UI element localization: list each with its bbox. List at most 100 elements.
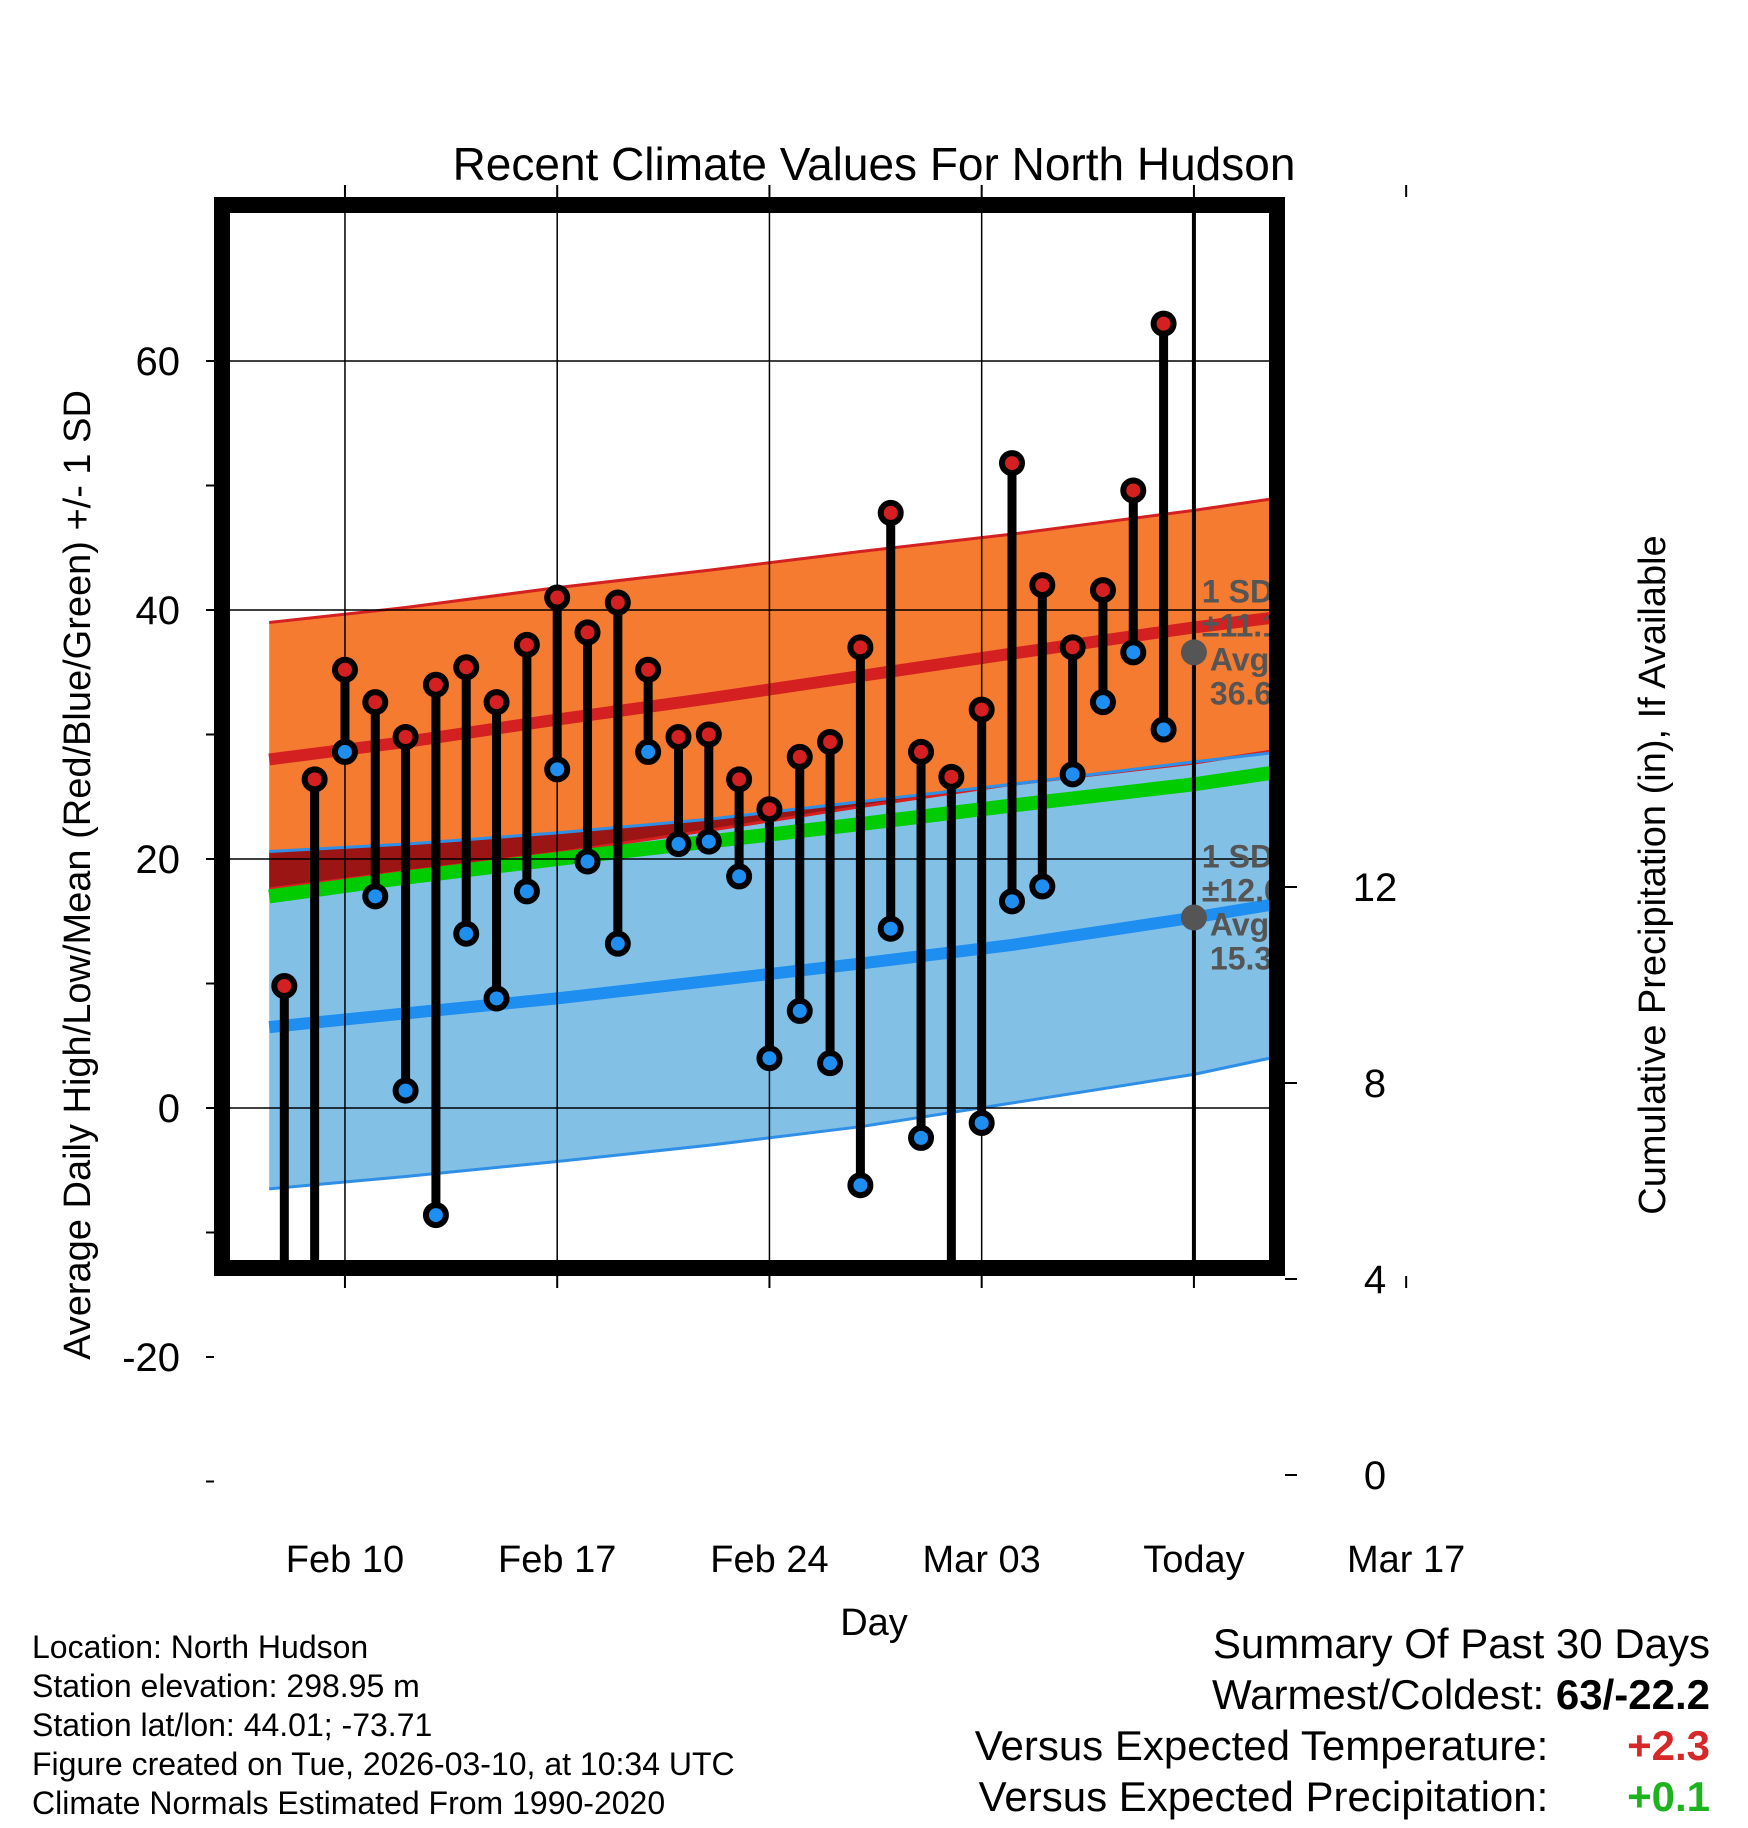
y2-axis-label: Cumulative Precipitation (in), If Availa… [1632,535,1674,1214]
x-tick-label: Feb 17 [498,1539,616,1581]
low-avg-label: Avg: [1210,907,1280,943]
precipitation-anomaly-label: Versus Expected Precipitation: [978,1773,1549,1820]
precipitation-area [287,1342,1482,1475]
latlon-text: Station lat/lon: 44.01; -73.71 [32,1707,433,1743]
observed-low-point [941,1287,961,1307]
observed-low-point [274,1369,294,1389]
observed-low-point [604,930,631,957]
temperature-anomaly-label: Versus Expected Temperature: [974,1722,1549,1769]
observed-low-point [1089,689,1116,716]
x-tick-label: Mar 17 [1347,1539,1465,1581]
observed-high-point [483,689,510,716]
observed-low-point [453,920,480,947]
plot-frame [214,197,1285,1276]
observed-high-point [665,723,692,750]
warmest-coldest-label: Warmest/Coldest: [1212,1671,1545,1718]
y2-tick-label: 8 [1364,1062,1386,1106]
y-tick-label: 0 [158,1087,180,1131]
observed-low-point [331,738,358,765]
created-text: Figure created on Tue, 2026-03-10, at 10… [32,1746,735,1782]
warmest-coldest-value: 63/-22.2 [1555,1671,1710,1718]
observed-high-point [301,766,328,793]
summary-warmest-coldest: Warmest/Coldest: 63/-22.2 [975,1669,1710,1720]
observed-high-point [513,631,540,658]
today-days-label: Days [1206,1433,1287,1471]
observed-low-point [665,831,692,858]
observed-high-point [604,589,631,616]
station-info: Location: North Hudson Station elevation… [32,1628,735,1823]
precipitation-anomaly-value: +0.1 [1627,1773,1710,1820]
observed-low-point [574,848,601,875]
today-days-label: 30 [1206,1393,1244,1431]
observed-low-point [847,1172,874,1199]
observed-high-point [847,634,874,661]
observed-high-point [968,696,995,723]
x-axis-label: Day [840,1602,908,1644]
observed-low-point [1120,639,1147,666]
low-avg-value: 15.3°F [1210,941,1305,977]
observed-low-point [483,985,510,1012]
normals-text: Climate Normals Estimated From 1990-2020 [32,1785,666,1821]
observed-high-point [392,723,419,750]
y-tick-label: 40 [136,589,181,633]
high-sd-label: 1 SD: [1202,573,1284,609]
observed-high-point [1059,634,1086,661]
summary-precipitation: Versus Expected Precipitation: +0.1 [975,1771,1710,1822]
observed-high-point [1029,572,1056,599]
observed-high-point [817,728,844,755]
y2-tick-label: 12 [1353,866,1398,910]
observed-low-point [877,915,904,942]
high-avg-marker [1180,639,1207,666]
observed-high-point [574,619,601,646]
observed-low-point [362,883,389,910]
observed-low-point [1059,761,1086,788]
high-avg-label: Avg: [1210,641,1280,677]
summary-panel: Summary Of Past 30 Days Warmest/Coldest:… [975,1618,1710,1822]
y2-tick-label: 4 [1364,1258,1386,1302]
observed-low-point [756,1045,783,1072]
observed-high-point [1120,477,1147,504]
summary-temperature: Versus Expected Temperature: +2.3 [975,1720,1710,1771]
observed-low-point [635,738,662,765]
observed-high-point [544,584,571,611]
x-tick-label: Feb 10 [286,1539,404,1581]
observed-high-point [271,972,298,999]
observed-high-point [726,766,753,793]
temperature-anomaly-value: +2.3 [1627,1722,1710,1769]
observed-high-point [362,689,389,716]
y-tick-label: 60 [136,340,181,384]
observed-low-point [695,828,722,855]
location-text: Location: North Hudson [32,1629,369,1665]
observed-low-point [1150,716,1177,743]
high-sd-value: ±11.1°F [1202,607,1312,643]
low-sd-value: ±12.6°F [1202,873,1314,909]
summary-title: Summary Of Past 30 Days [1212,1620,1710,1667]
y-tick-label: 20 [136,838,181,882]
y2-tick-label: 0 [1364,1454,1386,1498]
observed-high-point [695,721,722,748]
y-axis-label: Average Daily High/Low/Mean (Red/Blue/Gr… [57,390,99,1360]
observed-low-point [968,1109,995,1136]
observed-high-point [877,499,904,526]
observed-low-point [908,1124,935,1151]
observed-low-point [817,1050,844,1077]
high-upper-sd-line [269,496,1277,624]
observed-high-point [756,796,783,823]
chart-title: Recent Climate Values For North Hudson [453,138,1296,190]
observed-low-point [513,878,540,905]
elevation-text: Station elevation: 298.95 m [32,1668,420,1704]
observed-low-point [1029,873,1056,900]
observed-high-point [938,763,965,790]
x-tick-label: Mar 03 [923,1539,1041,1581]
observed-low-point [544,756,571,783]
observed-high-point [1150,310,1177,337]
observed-high-point [422,671,449,698]
observed-high-point [908,738,935,765]
observed-high-point [786,743,813,770]
observed-low-point [305,1374,325,1394]
observed-high-point [453,654,480,681]
observed-high-point [999,450,1025,477]
low-sd-label: 1 SD: [1202,839,1284,875]
